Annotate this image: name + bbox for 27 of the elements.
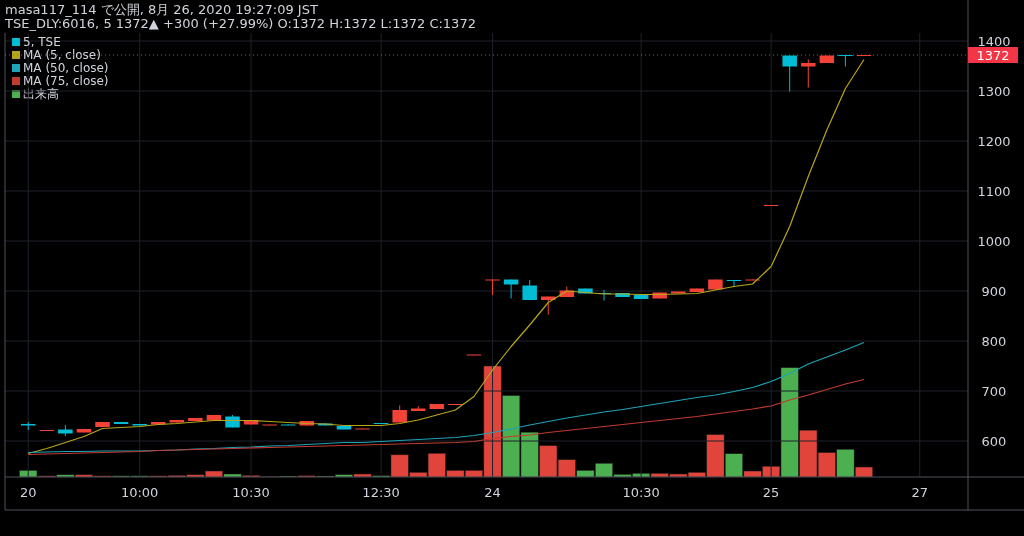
- legend-item: 5, TSE: [12, 35, 61, 49]
- y-tick-label: 1300: [977, 84, 1011, 99]
- y-tick-label: 1200: [977, 134, 1011, 149]
- x-tick-label: 10:30: [232, 485, 270, 500]
- y-tick-label: 800: [981, 334, 1007, 349]
- x-tick-label: 10:30: [622, 485, 660, 500]
- chart-subtitle: TSE_DLY:6016, 5 1372▲ +300 (+27.99%) O:1372 H:1372 L:1372 C:1372: [4, 16, 476, 31]
- legend-item: MA (5, close): [12, 48, 101, 62]
- legend-label: 5, TSE: [23, 35, 61, 49]
- legend-item: MA (50, close): [12, 61, 109, 75]
- legend-label: 出来高: [23, 87, 59, 101]
- x-tick-label: 24: [484, 485, 501, 500]
- y-tick-label: 900: [981, 284, 1007, 299]
- x-tick-label: 12:30: [362, 485, 400, 500]
- ref-line-label: 1372: [976, 48, 1010, 63]
- y-tick-label: 1400: [977, 34, 1011, 49]
- y-tick-label: 700: [981, 384, 1007, 399]
- x-tick-label: 25: [762, 485, 780, 500]
- chart-title: masa117_114 で公開, 8月 26, 2020 19:27:09 JST: [5, 2, 318, 17]
- x-tick-label: 10:00: [120, 485, 159, 500]
- y-tick-label: 1100: [977, 184, 1011, 199]
- legend-item: 出来高: [12, 87, 59, 101]
- x-tick-label: 27: [911, 485, 928, 500]
- legend-item: MA (75, close): [12, 74, 109, 88]
- y-tick-label: 1000: [977, 234, 1011, 249]
- y-tick-label: 600: [981, 434, 1007, 449]
- x-tick-label: 20: [19, 485, 37, 500]
